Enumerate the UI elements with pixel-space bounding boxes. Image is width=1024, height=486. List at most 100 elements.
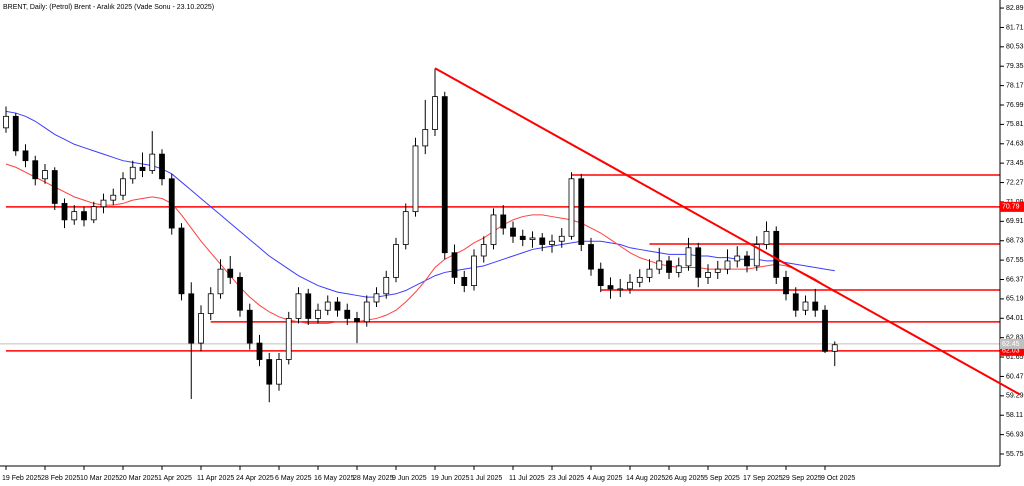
- x-tick-label: 4 Aug 2025: [587, 475, 623, 482]
- candle-body: [753, 244, 760, 267]
- x-tick-label: 9 Oct 2025: [821, 475, 855, 482]
- y-tick-label: 67.55: [1006, 257, 1024, 264]
- y-tick-label: 73.45: [1006, 160, 1024, 167]
- candle-body: [480, 244, 487, 257]
- candle-body: [822, 309, 828, 352]
- y-tick-label: 80.53: [1006, 44, 1024, 51]
- candle-body: [129, 166, 136, 180]
- price-label-box: [1000, 338, 1024, 349]
- plot-area: [0, 68, 1000, 403]
- candle-body: [792, 293, 799, 311]
- y-tick-label: 66.37: [1006, 276, 1024, 283]
- candle-body: [402, 211, 409, 245]
- candle-body: [558, 235, 565, 242]
- candle-body: [744, 255, 750, 267]
- candle-body: [441, 96, 448, 254]
- candle-body: [636, 276, 643, 283]
- candle-body: [812, 301, 819, 311]
- y-tick-label: 75.81: [1006, 121, 1024, 128]
- candle-body: [675, 265, 682, 273]
- candle-body: [724, 260, 731, 270]
- level-label: 70.79: [1002, 204, 1020, 211]
- x-tick-label: 20 Mar 2025: [119, 475, 158, 482]
- candle-body: [519, 235, 526, 240]
- candle-body: [120, 178, 126, 196]
- candle-body: [646, 268, 653, 278]
- candle-body: [714, 268, 721, 273]
- x-tick-label: 9 Jun 2025: [392, 475, 427, 482]
- x-tick-label: 19 Feb 2025: [2, 475, 41, 482]
- x-tick-label: 5 Sep 2025: [704, 475, 740, 482]
- candle-body: [539, 237, 546, 245]
- x-tick-label: 23 Jul 2025: [548, 475, 584, 482]
- candle-body: [246, 309, 253, 344]
- candle-body: [831, 344, 838, 352]
- candle-body: [588, 244, 594, 270]
- x-tick-label: 11 Jul 2025: [509, 475, 545, 482]
- level-label: 62.03: [1002, 348, 1020, 355]
- candle-body: [285, 318, 292, 360]
- x-tick-label: 24 Apr 2025: [236, 475, 274, 482]
- candle-body: [490, 214, 497, 245]
- candle-body: [61, 203, 68, 221]
- candle-body: [471, 255, 477, 286]
- candle-body: [110, 194, 117, 201]
- x-tick-label: 6 May 2025: [275, 475, 312, 482]
- y-tick-label: 55.75: [1006, 451, 1024, 458]
- candle-body: [188, 293, 195, 344]
- y-tick-label: 56.93: [1006, 431, 1024, 438]
- y-tick-label: 62.83: [1006, 335, 1024, 342]
- level-label-box: [1000, 201, 1024, 212]
- y-tick-label: 65.19: [1006, 296, 1024, 303]
- candle-body: [734, 255, 741, 262]
- candle-body: [695, 247, 702, 278]
- x-tick-label: 16 May 2025: [314, 475, 355, 482]
- candle-body: [217, 268, 224, 295]
- x-tick-label: 1 Apr 2025: [158, 475, 192, 482]
- candle-body: [451, 252, 458, 278]
- x-tick-label: 11 Apr 2025: [197, 475, 234, 482]
- candle-body: [802, 301, 809, 311]
- candle-body: [90, 206, 97, 221]
- y-tick-label: 59.29: [1006, 393, 1024, 400]
- candle-body: [295, 293, 302, 319]
- candle-body: [315, 309, 321, 319]
- price-label: 62.45: [1002, 341, 1020, 348]
- trend-line: [434, 67, 1021, 396]
- x-tick-label: 17 Sep 2025: [743, 475, 783, 482]
- candle-body: [373, 293, 380, 303]
- candle-body: [393, 244, 399, 278]
- candle-body: [432, 96, 438, 130]
- candle-body: [597, 268, 604, 286]
- y-tick-label: 74.63: [1006, 141, 1024, 148]
- y-tick-label: 76.99: [1006, 102, 1024, 109]
- candle-body: [617, 288, 624, 291]
- y-tick-label: 69.91: [1006, 218, 1024, 225]
- x-tick-label: 1 Jul 2025: [470, 475, 502, 482]
- candle-body: [783, 276, 789, 295]
- candle-body: [256, 342, 263, 360]
- candle-body: [227, 268, 234, 278]
- y-tick-label: 79.35: [1006, 63, 1024, 70]
- candle-body: [510, 227, 516, 237]
- candle-body: [549, 240, 555, 245]
- candle-body: [149, 153, 156, 171]
- candle-body: [32, 160, 39, 180]
- candle-body: [139, 166, 146, 171]
- candle-body: [159, 153, 165, 180]
- candle-body: [334, 301, 341, 311]
- y-tick-label: 68.73: [1006, 238, 1024, 245]
- candle-body: [198, 313, 204, 344]
- candle-body: [178, 227, 185, 295]
- candle-body: [383, 276, 390, 295]
- candle-body: [42, 170, 48, 180]
- candle-body: [685, 247, 692, 267]
- x-tick-label: 26 Aug 2025: [665, 475, 704, 482]
- y-tick-label: 64.01: [1006, 315, 1024, 322]
- x-tick-label: 28 May 2025: [353, 475, 394, 482]
- candle-body: [81, 211, 87, 221]
- candle-body: [71, 211, 78, 221]
- candle-body: [237, 276, 243, 311]
